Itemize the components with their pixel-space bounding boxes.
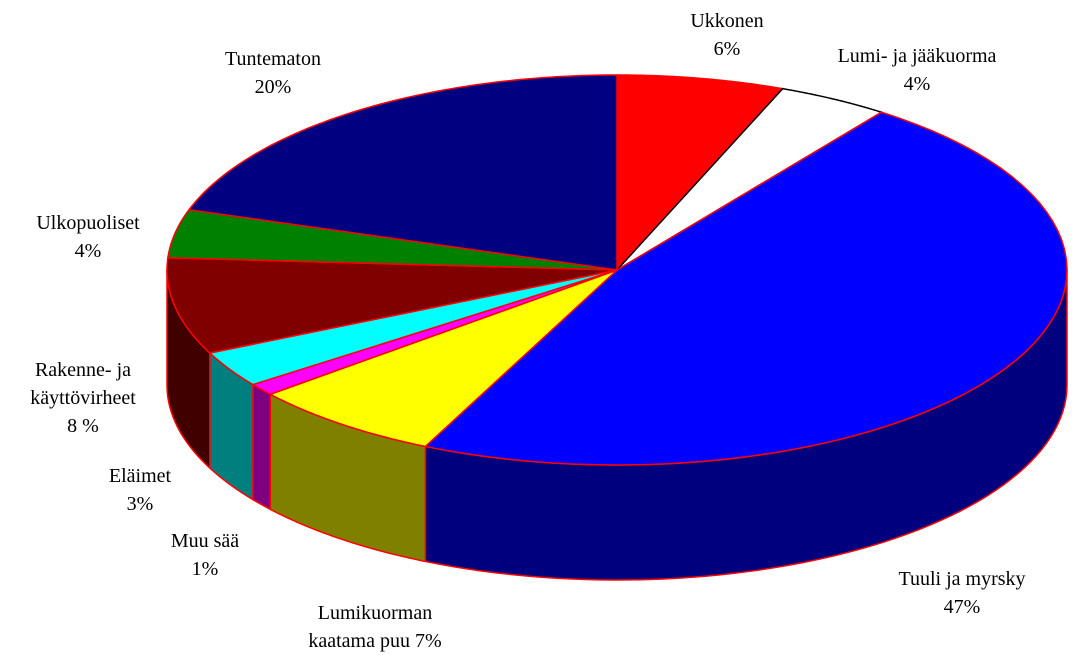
slice-label: Ukkonen 6% (657, 7, 797, 63)
pie-slice (251, 269, 618, 396)
category-label: Muu sää (170, 530, 240, 552)
slice-label: Ulkopuoliset 4% (8, 209, 168, 265)
pie-slice (616, 74, 785, 272)
pie-slice-side (252, 383, 272, 511)
slice-label: Tuntematon 20% (193, 45, 353, 101)
pie-slice (187, 74, 618, 271)
slice-label: Rakenne- ja käyttövirheet 8 % (8, 356, 158, 440)
category-label: Tuntematon (225, 48, 321, 70)
pie-slice (268, 269, 618, 448)
pie-slice (616, 87, 884, 271)
value-label: 20% (254, 76, 292, 98)
value-label: 3% (126, 493, 154, 515)
value-label: 4% (74, 240, 102, 262)
category-label: Lumikuorman kaatama puu (308, 602, 433, 652)
category-label: Tuuli ja myrsky (898, 568, 1026, 590)
pie-slice (208, 269, 618, 386)
pie-slice (423, 111, 1068, 466)
value-label: 6% (713, 38, 741, 60)
slice-label: Lumi- ja jääkuorma 4% (797, 42, 1037, 98)
pie-slice (166, 256, 618, 354)
category-label: Ukkonen (690, 10, 764, 32)
slice-label: Eläimet 3% (80, 462, 200, 518)
value-label: 1% (191, 558, 219, 580)
value-label: 8 % (67, 415, 99, 437)
category-label: Eläimet (108, 465, 172, 487)
slice-label: Muu sää 1% (145, 527, 265, 583)
slice-label: Tuuli ja myrsky 47% (852, 565, 1072, 621)
value-label: 7% (414, 630, 442, 652)
value-label: 47% (943, 596, 981, 618)
category-label: Ulkopuoliset (36, 212, 140, 234)
slice-label: Lumikuorman kaatama puu 7% (290, 599, 460, 655)
category-label: Rakenne- ja käyttövirheet (30, 359, 136, 409)
value-label: 4% (903, 73, 931, 95)
category-label: Lumi- ja jääkuorma (837, 45, 997, 67)
